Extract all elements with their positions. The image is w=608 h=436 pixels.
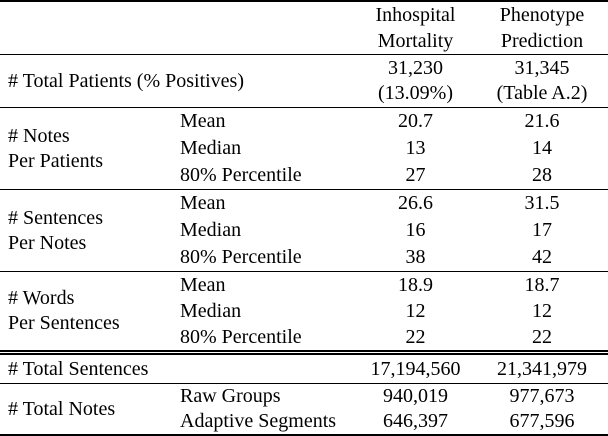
value-cell: 31.5 <box>524 192 560 214</box>
value-cell: 22 <box>532 325 552 348</box>
cell-total-patients-inhospital: 31,230 (13.09%) <box>355 55 476 108</box>
group-label-line: Per Sentences <box>8 312 120 334</box>
value-cell: 940,019 <box>383 385 448 407</box>
value: 31,345 <box>514 57 570 79</box>
total-patients-phenotype-text: 31,345 (Table A.2) <box>476 56 608 106</box>
total-patients-inhospital-text: 31,230 (13.09%) <box>355 56 476 106</box>
group-label-line: Per Notes <box>8 231 87 254</box>
row-notes-median: Median 13 14 <box>0 135 608 162</box>
row-sentences-percentile: 80% Percentile 38 42 <box>0 244 608 272</box>
group-label-words-per-sentences: # Words Per Sentences <box>0 272 172 353</box>
value-cell: 977,673 <box>509 385 575 407</box>
value-cell: 13 <box>405 137 426 159</box>
value-cell: 677,596 <box>509 410 575 432</box>
value-cell: 42 <box>532 246 552 268</box>
group-label-total-notes: # Total Notes <box>8 397 116 420</box>
value-note: (Table A.2) <box>496 82 588 104</box>
group-label-line: Per Patients <box>8 149 103 172</box>
value-cell: 18.9 <box>398 273 433 296</box>
stat-label: Mean <box>180 192 226 214</box>
group-label-line: # Notes <box>8 124 70 147</box>
cell-total-patients-phenotype: 31,345 (Table A.2) <box>476 55 608 108</box>
group-label-line: # Words <box>8 287 75 309</box>
stat-label: 80% Percentile <box>180 164 302 186</box>
row-label-total-patients: # Total Patients (% Positives) <box>8 69 244 92</box>
value-cell: 17 <box>532 219 552 241</box>
row-words-mean: # Words Per Sentences Mean 18.9 18.7 <box>0 271 608 334</box>
row-sentences-median: Median 16 17 <box>0 217 608 244</box>
row-sentences-mean: # Sentences Per Notes Mean 26.6 31.5 <box>0 189 608 254</box>
value-cell: 646,397 <box>383 410 448 432</box>
row-words-percentile: 80% Percentile 22 22 <box>0 324 608 353</box>
value-cell: 21.6 <box>524 110 560 132</box>
value: 31,230 <box>388 57 443 79</box>
value-cell: 16 <box>405 219 426 241</box>
stat-label: 80% Percentile <box>180 246 302 268</box>
header-phenotype-prediction-text: Phenotype Prediction <box>476 2 608 54</box>
stat-label: Median <box>180 137 242 159</box>
value-cell: 26.6 <box>398 192 433 214</box>
value-cell: 18.7 <box>524 273 560 296</box>
header-empty-cell <box>0 1 355 55</box>
header-line: Prediction <box>500 30 584 52</box>
stat-label: Median <box>180 219 242 241</box>
header-line: Phenotype <box>499 4 585 26</box>
value-cell: 12 <box>405 299 426 322</box>
row-notes-mean: # Notes Per Patients Mean 20.7 21.6 <box>0 107 608 172</box>
row-total-notes-raw-groups: # Total Notes Raw Groups 940,019 977,673 <box>0 383 608 420</box>
group-label-sentences-per-notes: # Sentences Per Notes <box>0 190 172 272</box>
value-cell: 21,341,979 <box>497 357 587 380</box>
header-line: Inhospital <box>375 4 456 26</box>
value-cell: 20.7 <box>398 110 433 132</box>
row-total-patients: # Total Patients (% Positives) 31,230 (1… <box>0 54 608 108</box>
row-notes-percentile: 80% Percentile 27 28 <box>0 162 608 190</box>
value-cell: 22 <box>405 325 426 348</box>
stat-label: Adaptive Segments <box>180 410 337 432</box>
stat-label: Raw Groups <box>180 385 281 407</box>
stat-label: Mean <box>180 273 226 296</box>
value-cell: 12 <box>532 299 552 322</box>
value-cell: 14 <box>532 137 552 159</box>
group-label-notes-per-patients: # Notes Per Patients <box>0 108 172 190</box>
row-words-median: Median 12 12 <box>0 298 608 324</box>
header-inhospital-mortality-text: Inhospital Mortality <box>355 2 476 54</box>
table-header-row: Inhospital Mortality Phenotype Predictio… <box>0 1 608 55</box>
group-label-line: # Sentences <box>8 206 103 229</box>
stat-label: Median <box>180 299 242 322</box>
value-cell: 28 <box>532 164 552 186</box>
value-cell: 38 <box>405 246 426 268</box>
row-total-notes-adaptive-segments: Adaptive Segments 646,397 677,596 <box>0 409 608 435</box>
value-note: (13.09%) <box>378 82 453 104</box>
stat-label: 80% Percentile <box>180 325 302 348</box>
header-phenotype-prediction: Phenotype Prediction <box>476 1 608 55</box>
value-cell: 27 <box>405 164 426 186</box>
value-cell: 17,194,560 <box>370 357 461 380</box>
stat-label: Mean <box>180 110 226 132</box>
row-label-total-sentences: # Total Sentences <box>8 357 149 380</box>
row-total-sentences: # Total Sentences 17,194,560 21,341,979 <box>0 352 608 384</box>
header-inhospital-mortality: Inhospital Mortality <box>355 1 476 55</box>
header-line: Mortality <box>377 30 454 52</box>
